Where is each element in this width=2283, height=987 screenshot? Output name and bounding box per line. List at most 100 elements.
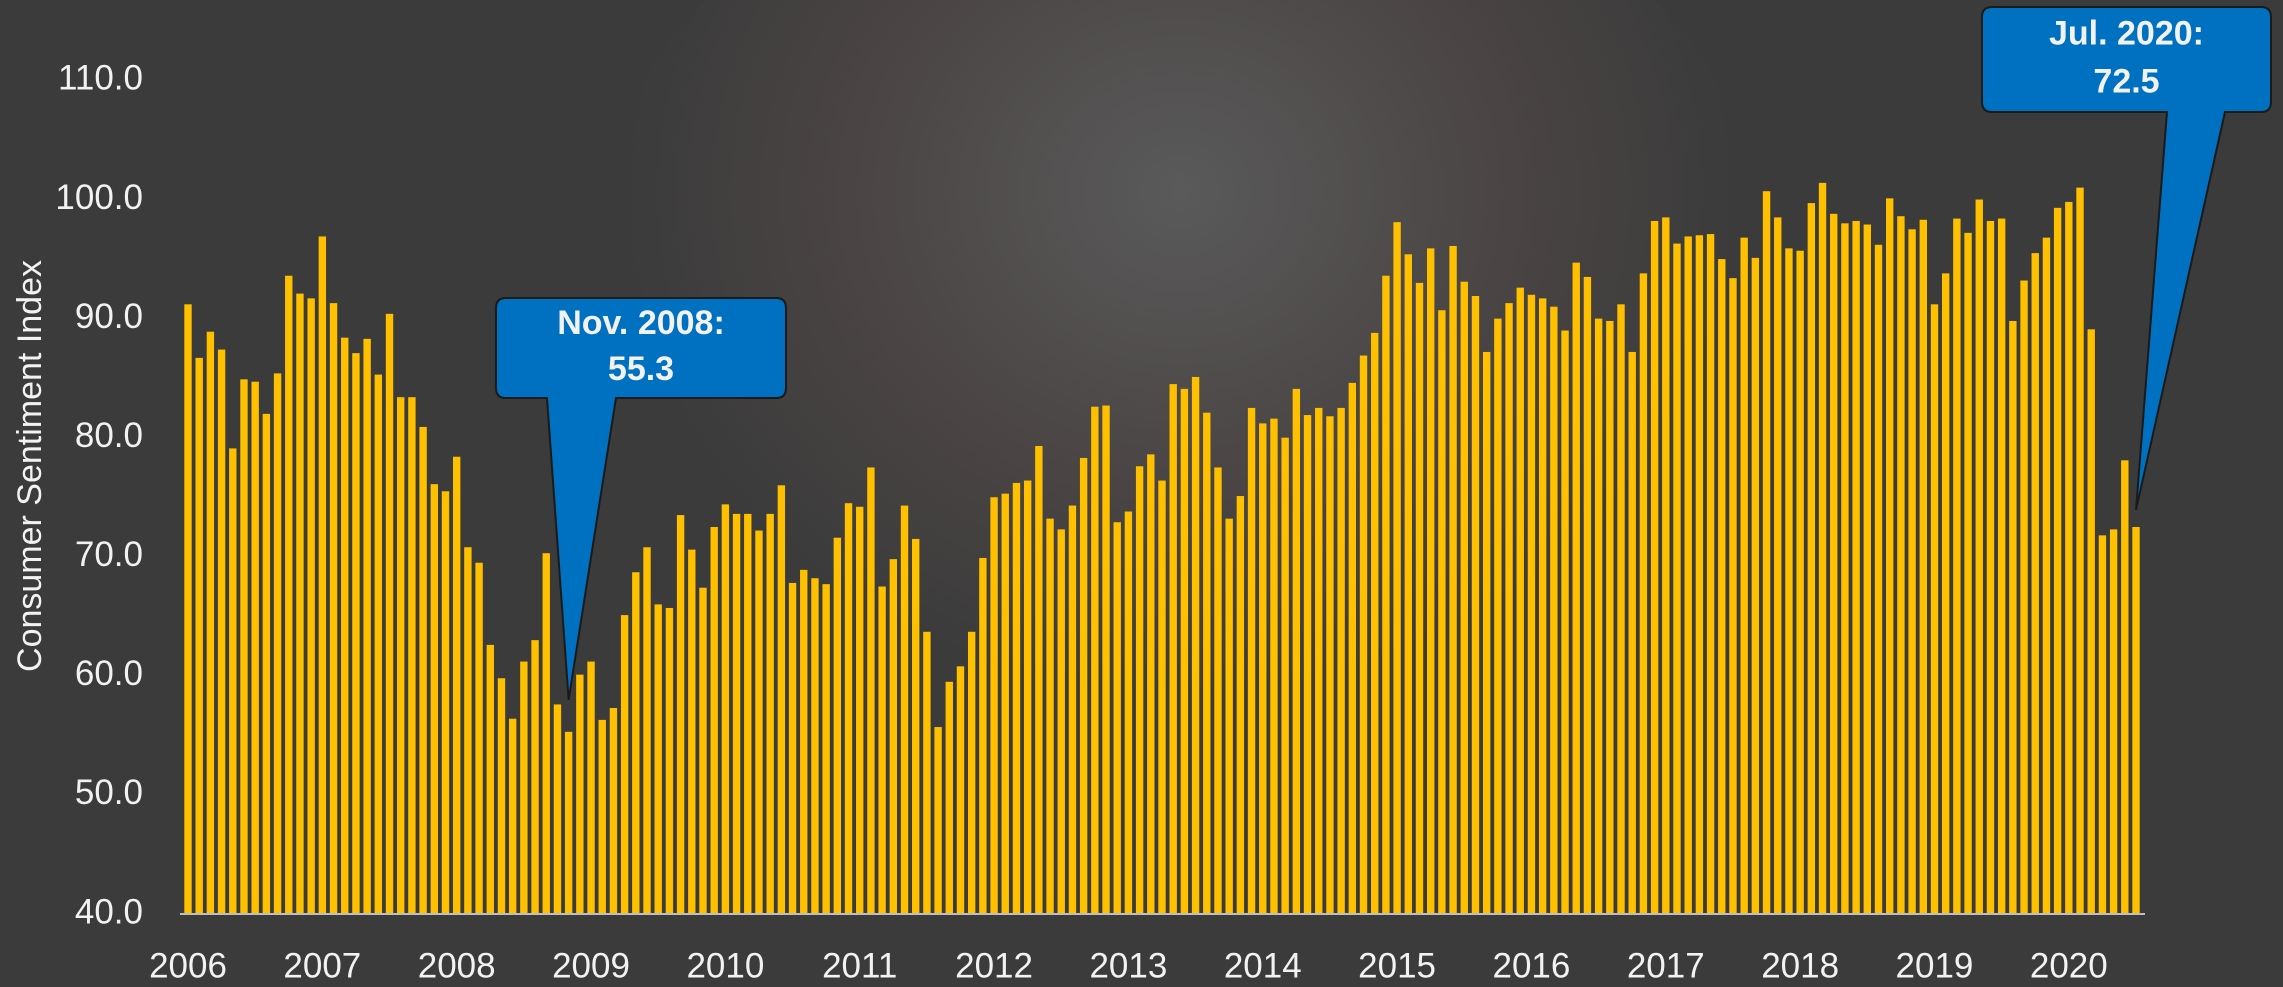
bar	[464, 547, 471, 914]
bar	[1035, 446, 1042, 914]
bar	[1920, 220, 1927, 914]
bar	[1886, 198, 1893, 914]
callout-value: 55.3	[608, 350, 674, 388]
bar	[2132, 527, 2139, 914]
bar	[2043, 238, 2050, 914]
bar	[1595, 319, 1602, 914]
bar	[1539, 298, 1546, 914]
x-tick-label: 2006	[149, 946, 227, 985]
bar	[2121, 460, 2128, 914]
bar	[688, 550, 695, 914]
bar	[1125, 512, 1132, 914]
bar	[218, 350, 225, 914]
bar	[352, 353, 359, 914]
bar	[1405, 254, 1412, 914]
bar	[1550, 307, 1557, 914]
bar	[1326, 416, 1333, 914]
x-tick-label: 2015	[1358, 946, 1436, 985]
bar	[1393, 222, 1400, 914]
y-tick-label: 50.0	[75, 773, 143, 812]
bar	[811, 578, 818, 914]
y-tick-label: 40.0	[75, 892, 143, 931]
bar	[1740, 238, 1747, 914]
bar	[296, 294, 303, 914]
x-tick-label: 2008	[418, 946, 496, 985]
bar	[1774, 217, 1781, 914]
bar	[599, 720, 606, 914]
bar	[1696, 235, 1703, 914]
bar	[2020, 281, 2027, 915]
bar	[196, 358, 203, 914]
bar	[710, 527, 717, 914]
bar	[856, 507, 863, 914]
bar	[520, 662, 527, 914]
bar	[1908, 229, 1915, 914]
x-tick-label: 2009	[552, 946, 630, 985]
bar	[1069, 506, 1076, 914]
bar	[240, 379, 247, 914]
bar	[1931, 304, 1938, 914]
bar	[1281, 438, 1288, 914]
bar	[1953, 219, 1960, 914]
chart: Consumer Sentiment Index 40.050.060.070.…	[0, 0, 2283, 987]
bar	[666, 608, 673, 914]
bar	[1091, 407, 1098, 914]
bar	[957, 666, 964, 914]
bar	[498, 678, 505, 914]
bar	[934, 727, 941, 914]
bar	[1181, 389, 1188, 914]
bar	[1785, 248, 1792, 914]
bar	[2054, 208, 2061, 914]
y-axis-title: Consumer Sentiment Index	[11, 260, 49, 672]
x-tick-label: 2014	[1224, 946, 1302, 985]
bar	[263, 414, 270, 914]
bar	[744, 514, 751, 914]
x-tick-label: 2013	[1089, 946, 1167, 985]
bar	[1819, 183, 1826, 914]
bar	[1964, 233, 1971, 914]
bar	[643, 547, 650, 914]
x-tick-label: 2011	[822, 946, 897, 985]
bar	[1640, 273, 1647, 914]
bar	[475, 563, 482, 914]
bar	[1293, 389, 1300, 914]
bar	[834, 538, 841, 914]
bar	[1629, 352, 1636, 914]
bar	[1752, 258, 1759, 914]
bar	[778, 485, 785, 914]
bar	[1517, 288, 1524, 914]
bar	[307, 298, 314, 914]
bar	[531, 640, 538, 914]
bar	[330, 303, 337, 914]
bar	[1225, 519, 1232, 914]
bar	[968, 632, 975, 914]
bar	[2076, 188, 2083, 914]
bar	[1080, 458, 1087, 914]
bar	[229, 448, 236, 914]
callout-label: Jul. 2020:	[2049, 14, 2204, 52]
bar	[677, 515, 684, 914]
bar	[1449, 246, 1456, 914]
bar	[1114, 522, 1121, 914]
bar	[442, 491, 449, 914]
bar	[375, 375, 382, 914]
bar	[207, 332, 214, 914]
bar	[1852, 221, 1859, 914]
bar	[408, 397, 415, 914]
bar	[1203, 413, 1210, 914]
bar	[587, 662, 594, 914]
bar	[2032, 253, 2039, 914]
y-tick-label: 100.0	[55, 178, 143, 217]
bar	[274, 373, 281, 914]
bar	[610, 708, 617, 914]
y-tick-label: 90.0	[75, 297, 143, 336]
bar	[1158, 481, 1165, 914]
bar	[990, 497, 997, 914]
bar	[543, 553, 550, 914]
y-tick-label: 80.0	[75, 416, 143, 455]
bar	[1617, 304, 1624, 914]
bar	[1046, 519, 1053, 914]
bar	[1136, 466, 1143, 914]
bar	[1998, 219, 2005, 914]
x-tick-label: 2020	[2030, 946, 2108, 985]
